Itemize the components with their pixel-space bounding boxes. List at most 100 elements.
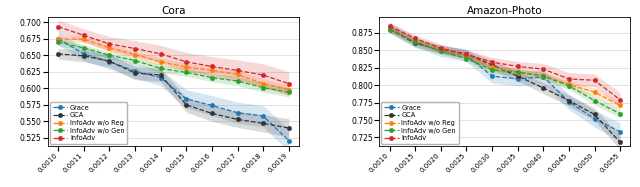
Grace xyxy=(234,112,241,114)
GCA xyxy=(285,127,292,129)
InfoAdv w/o Reg xyxy=(437,49,445,51)
Line: GCA: GCA xyxy=(387,27,622,145)
Line: InfoAdv w/o Gen: InfoAdv w/o Gen xyxy=(56,40,291,94)
InfoAdv w/o Gen xyxy=(285,91,292,93)
InfoAdv w/o Gen xyxy=(106,54,113,56)
Grace xyxy=(285,140,292,142)
GCA xyxy=(234,118,241,120)
Grace xyxy=(259,115,267,117)
InfoAdv w/o Reg xyxy=(157,61,164,63)
InfoAdv xyxy=(106,43,113,45)
InfoAdv xyxy=(514,65,522,68)
Grace xyxy=(80,53,88,55)
GCA xyxy=(591,113,598,116)
InfoAdv w/o Reg xyxy=(259,82,267,85)
InfoAdv w/o Reg xyxy=(285,88,292,91)
Legend: Grace, GCA, InfoAdv w/o Reg, InfoAdv w/o Gen, InfoAdv: Grace, GCA, InfoAdv w/o Reg, InfoAdv w/o… xyxy=(50,102,127,144)
Grace xyxy=(488,75,496,77)
InfoAdv w/o Reg xyxy=(591,91,598,93)
GCA xyxy=(488,64,496,66)
GCA xyxy=(514,75,522,77)
GCA xyxy=(386,27,394,30)
InfoAdv w/o Reg xyxy=(386,27,394,29)
InfoAdv xyxy=(488,61,496,63)
Grace xyxy=(616,131,624,133)
Line: InfoAdv: InfoAdv xyxy=(387,24,622,102)
InfoAdv w/o Reg xyxy=(106,47,113,49)
InfoAdv w/o Reg xyxy=(234,73,241,76)
InfoAdv xyxy=(259,74,267,76)
GCA xyxy=(80,55,88,57)
InfoAdv w/o Gen xyxy=(616,113,624,115)
Grace xyxy=(437,50,445,52)
InfoAdv xyxy=(463,53,470,56)
InfoAdv w/o Gen xyxy=(208,77,216,79)
Grace xyxy=(591,118,598,120)
InfoAdv w/o Gen xyxy=(437,50,445,52)
InfoAdv w/o Reg xyxy=(565,83,573,86)
Title: Cora: Cora xyxy=(161,6,186,16)
GCA xyxy=(54,53,62,55)
InfoAdv w/o Gen xyxy=(259,87,267,89)
GCA xyxy=(131,72,139,74)
InfoAdv w/o Gen xyxy=(463,58,470,60)
Grace xyxy=(386,26,394,28)
InfoAdv xyxy=(157,53,164,55)
Grace xyxy=(208,104,216,107)
GCA xyxy=(208,112,216,115)
InfoAdv w/o Reg xyxy=(182,66,190,68)
GCA xyxy=(259,122,267,125)
Grace xyxy=(463,54,470,56)
InfoAdv w/o Gen xyxy=(157,67,164,70)
InfoAdv w/o Gen xyxy=(488,69,496,71)
Line: Grace: Grace xyxy=(387,25,622,134)
InfoAdv w/o Reg xyxy=(208,69,216,72)
Grace xyxy=(412,41,419,43)
GCA xyxy=(182,104,190,106)
Grace xyxy=(157,77,164,79)
InfoAdv w/o Reg xyxy=(131,53,139,56)
GCA xyxy=(157,74,164,76)
InfoAdv w/o Reg xyxy=(463,54,470,56)
GCA xyxy=(437,48,445,51)
Line: GCA: GCA xyxy=(56,52,291,130)
InfoAdv xyxy=(412,37,419,40)
InfoAdv w/o Reg xyxy=(616,104,624,107)
Grace xyxy=(182,98,190,100)
InfoAdv w/o Gen xyxy=(54,41,62,43)
Line: InfoAdv w/o Reg: InfoAdv w/o Reg xyxy=(387,26,622,108)
InfoAdv xyxy=(565,78,573,80)
Title: Amazon-Photo: Amazon-Photo xyxy=(467,6,543,16)
Line: InfoAdv w/o Gen: InfoAdv w/o Gen xyxy=(387,28,622,116)
InfoAdv xyxy=(54,26,62,28)
InfoAdv w/o Reg xyxy=(54,38,62,40)
Grace xyxy=(131,70,139,72)
Legend: Grace, GCA, InfoAdv w/o Reg, InfoAdv w/o Gen, InfoAdv: Grace, GCA, InfoAdv w/o Reg, InfoAdv w/o… xyxy=(381,102,459,144)
GCA xyxy=(412,42,419,45)
InfoAdv w/o Reg xyxy=(412,40,419,42)
Grace xyxy=(106,61,113,63)
InfoAdv w/o Gen xyxy=(386,29,394,31)
InfoAdv xyxy=(234,69,241,72)
InfoAdv xyxy=(591,79,598,81)
InfoAdv xyxy=(540,68,547,70)
InfoAdv xyxy=(182,61,190,63)
InfoAdv w/o Reg xyxy=(80,38,88,40)
InfoAdv w/o Gen xyxy=(80,47,88,49)
InfoAdv xyxy=(386,25,394,27)
InfoAdv w/o Reg xyxy=(488,66,496,68)
InfoAdv w/o Gen xyxy=(182,71,190,73)
InfoAdv w/o Gen xyxy=(514,71,522,73)
GCA xyxy=(540,87,547,89)
Grace xyxy=(565,101,573,103)
InfoAdv w/o Reg xyxy=(540,75,547,77)
InfoAdv w/o Gen xyxy=(131,59,139,62)
GCA xyxy=(565,99,573,102)
Line: InfoAdv w/o Reg: InfoAdv w/o Reg xyxy=(56,36,291,92)
InfoAdv w/o Gen xyxy=(412,41,419,43)
Grace xyxy=(514,78,522,80)
InfoAdv xyxy=(437,47,445,49)
Grace xyxy=(540,76,547,78)
Line: Grace: Grace xyxy=(56,36,291,143)
GCA xyxy=(106,60,113,62)
